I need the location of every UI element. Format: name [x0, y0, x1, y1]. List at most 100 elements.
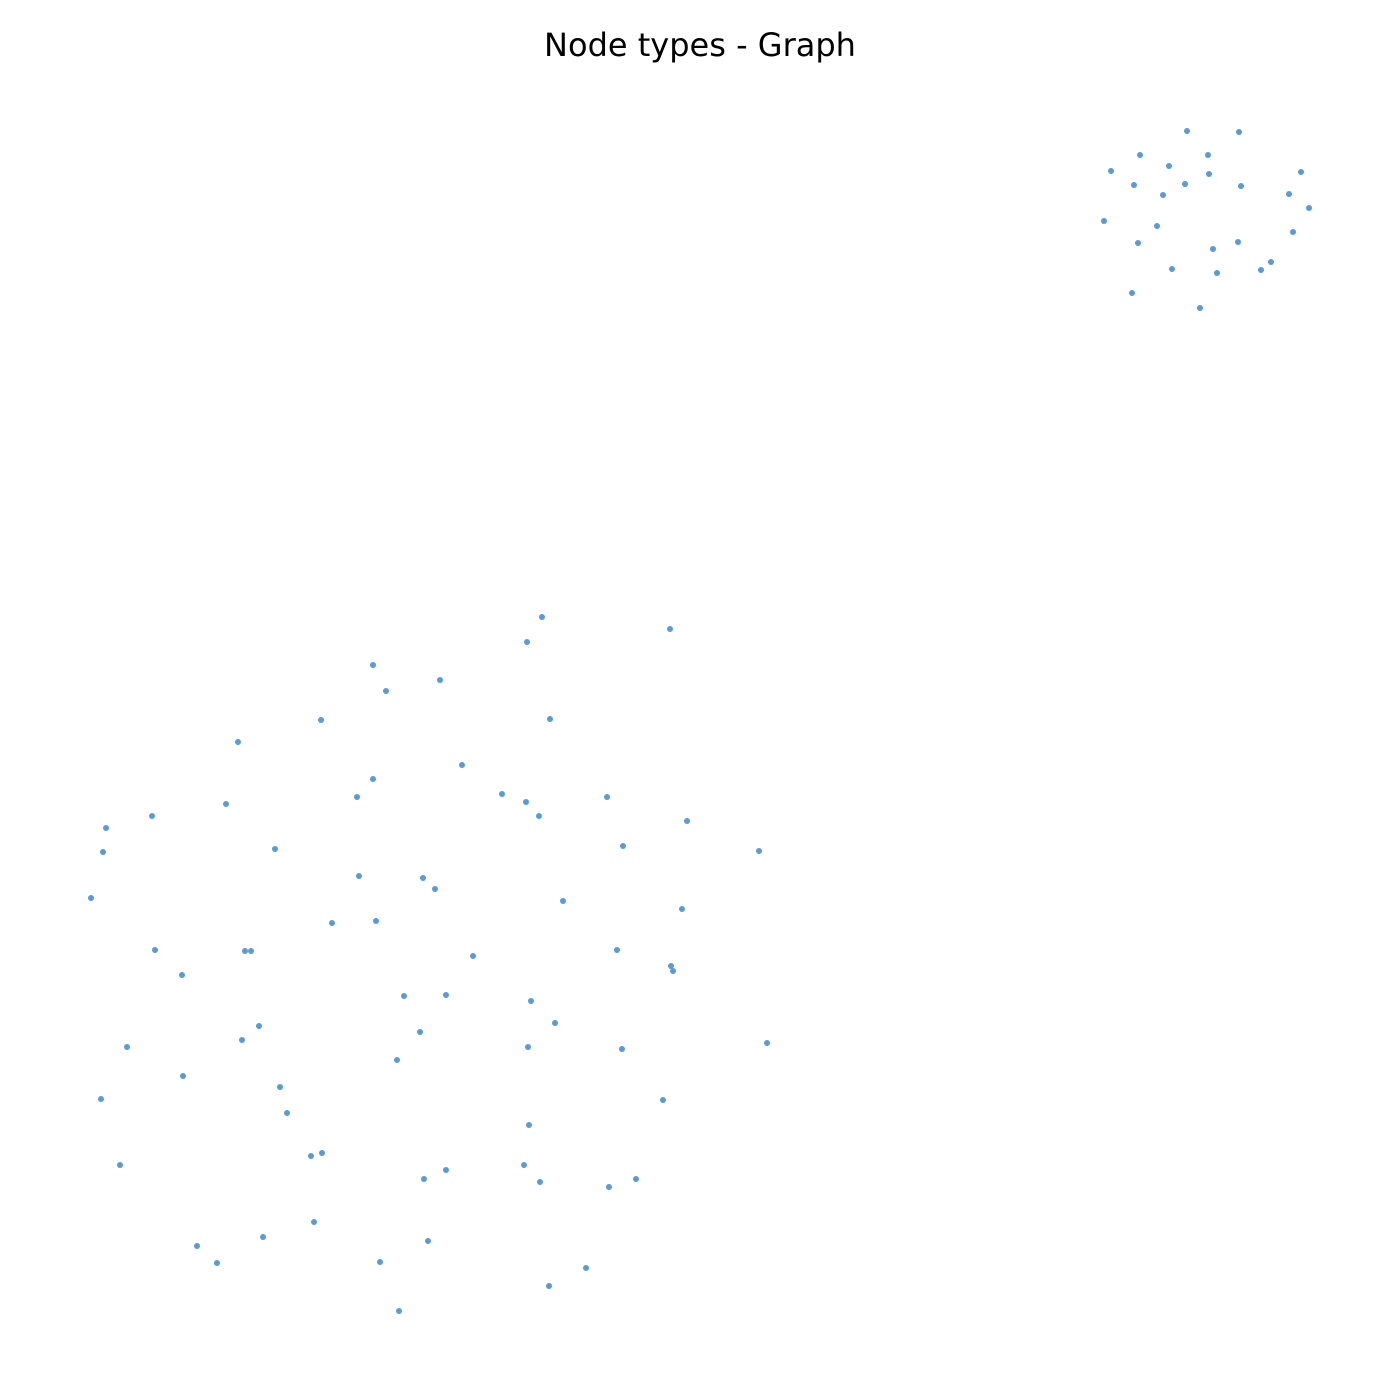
graph-node [614, 947, 620, 953]
graph-node [633, 1176, 639, 1182]
graph-node [354, 794, 360, 800]
graph-node [756, 848, 762, 854]
graph-node [318, 717, 324, 723]
graph-node [524, 639, 530, 645]
graph-node [1298, 169, 1304, 175]
graph-node [537, 1179, 543, 1185]
graph-node [88, 895, 94, 901]
graph-node [1236, 129, 1242, 135]
graph-node [526, 1122, 532, 1128]
graph-node [552, 1020, 558, 1026]
graph-node [421, 1176, 427, 1182]
graph-node [100, 849, 106, 855]
graph-node [277, 1084, 283, 1090]
graph-node [1238, 183, 1244, 189]
graph-node [180, 1073, 186, 1079]
graph-node [417, 1029, 423, 1035]
graph-node [560, 898, 566, 904]
graph-node [401, 993, 407, 999]
graph-node [1197, 305, 1203, 311]
graph-node [311, 1219, 317, 1225]
graph-node [223, 801, 229, 807]
graph-node [432, 886, 438, 892]
graph-node [521, 1162, 527, 1168]
graph-node [149, 813, 155, 819]
graph-node [1290, 229, 1296, 235]
graph-node [117, 1162, 123, 1168]
graph-node [1205, 152, 1211, 158]
graph-title: Node types - Graph [544, 26, 856, 64]
graph-node [1101, 218, 1107, 224]
node-layer [88, 128, 1312, 1314]
graph-node [235, 739, 241, 745]
graph-node [284, 1110, 290, 1116]
graph-node [242, 948, 248, 954]
graph-node [1182, 181, 1188, 187]
graph-node [1286, 191, 1292, 197]
graph-node [1258, 267, 1264, 273]
graph-node [194, 1243, 200, 1249]
graph-node [377, 1259, 383, 1265]
graph-node [425, 1238, 431, 1244]
graph-node [124, 1044, 130, 1050]
graph-node [1131, 182, 1137, 188]
graph-node [764, 1040, 770, 1046]
graph-node [1135, 240, 1141, 246]
graph-node [356, 873, 362, 879]
graph-node [443, 992, 449, 998]
graph-node [606, 1184, 612, 1190]
graph-node [239, 1037, 245, 1043]
graph-node [668, 963, 674, 969]
graph-node [1206, 171, 1212, 177]
graph-node [1169, 266, 1175, 272]
graph-node [670, 968, 676, 974]
graph-node [260, 1234, 266, 1240]
graph-node [1154, 223, 1160, 229]
graph-node [248, 948, 254, 954]
graph-node [256, 1023, 262, 1029]
graph-node [539, 614, 545, 620]
graph-node [459, 762, 465, 768]
graph-node [319, 1150, 325, 1156]
graph-node [1268, 259, 1274, 265]
graph-node [620, 843, 626, 849]
graph-node [1129, 290, 1135, 296]
graph-node [660, 1097, 666, 1103]
graph-node [1214, 270, 1220, 276]
graph-node [1235, 239, 1241, 245]
graph-node [1160, 192, 1166, 198]
graph-node [329, 920, 335, 926]
node-cluster-1 [1101, 128, 1312, 311]
graph-node [179, 972, 185, 978]
graph-node [396, 1308, 402, 1314]
graph-node [103, 825, 109, 831]
graph-node [583, 1265, 589, 1271]
node-cluster-2 [88, 614, 770, 1314]
graph-node [1166, 163, 1172, 169]
graph-node [370, 776, 376, 782]
graph-node [98, 1096, 104, 1102]
graph-node [684, 818, 690, 824]
graph-node [525, 1044, 531, 1050]
graph-node [1210, 246, 1216, 252]
graph-node [679, 906, 685, 912]
graph-node [528, 998, 534, 1004]
graph-node [420, 875, 426, 881]
graph-node [272, 846, 278, 852]
graph-node [523, 799, 529, 805]
graph-node [499, 791, 505, 797]
graph-node [308, 1153, 314, 1159]
graph-node [546, 1283, 552, 1289]
graph-node [470, 953, 476, 959]
graph-node [604, 794, 610, 800]
graph-node [536, 813, 542, 819]
graph-node [373, 918, 379, 924]
graph-node [443, 1167, 449, 1173]
graph-node [619, 1046, 625, 1052]
graph-node [370, 662, 376, 668]
graph-node [152, 947, 158, 953]
graph-node [437, 677, 443, 683]
graph-node [547, 716, 553, 722]
